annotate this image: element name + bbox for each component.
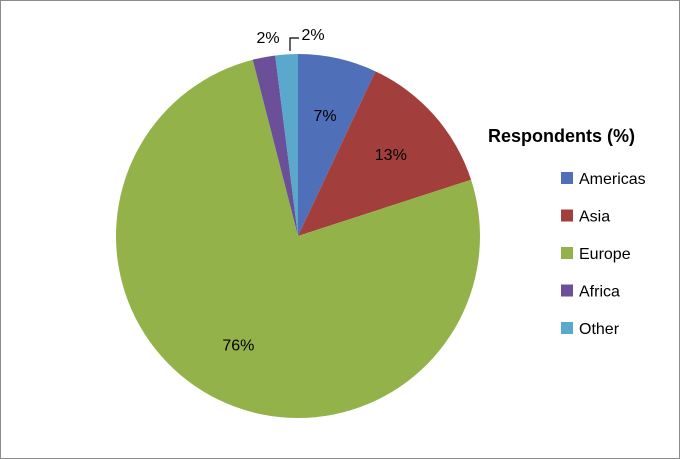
pie-slice-europe [115,59,480,419]
data-label-other: 2% [301,27,324,44]
pie-slice-africa [252,55,298,236]
legend-swatch-other [561,322,573,334]
leader-line-other [289,37,299,51]
data-label-asia: 13% [375,147,407,164]
legend-swatch-americas [561,172,573,184]
pie-slices [115,54,480,419]
legend-swatch-asia [561,209,573,222]
legend-items: Americas Asia Europe Africa Other [561,171,646,338]
pie-data-labels: 7% 13% 76% 2% 2% [222,27,406,355]
pie-slice-other [275,54,298,236]
legend-swatch-europe [561,247,573,259]
legend-label-europe: Europe [579,246,631,263]
pie-slice-americas [298,54,376,236]
legend-label-africa: Africa [579,284,620,301]
legend-label-asia: Asia [579,209,610,226]
legend: Respondents (%) Americas Asia Europe Africa… [488,126,646,338]
legend-label-other: Other [579,321,620,338]
legend-label-americas: Americas [579,171,646,188]
pie-slice-asia [298,71,472,236]
data-label-europe: 76% [222,338,254,355]
legend-swatch-africa [561,284,573,297]
data-label-africa: 2% [256,30,279,47]
legend-title: Respondents (%) [488,126,635,146]
data-label-americas: 7% [313,108,336,125]
